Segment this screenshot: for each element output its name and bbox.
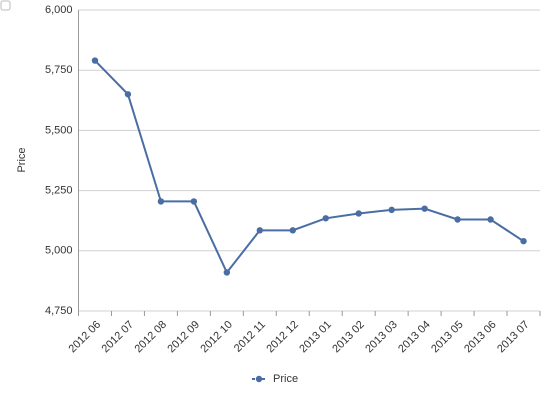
point [355, 210, 362, 217]
x-tick-label: 2012 10 [198, 319, 235, 356]
point [487, 216, 494, 223]
point [223, 269, 231, 276]
point [520, 237, 527, 245]
x-tick-label: 2013 05 [429, 319, 466, 356]
y-tick-label: 6,000 [45, 4, 73, 16]
point [421, 205, 428, 212]
point [289, 227, 296, 234]
point [256, 227, 264, 234]
x-tick-label: 2013 07 [495, 319, 532, 356]
point [454, 216, 461, 223]
point [322, 215, 329, 222]
point [157, 198, 165, 205]
x-tick-label: 2013 02 [330, 319, 367, 356]
x-tick-label: 2012 06 [67, 319, 104, 356]
x-tick-label: 2012 12 [264, 319, 301, 356]
y-tick-label: 5,750 [45, 64, 73, 76]
x-tick-label: 2012 07 [100, 319, 137, 356]
point [190, 198, 198, 205]
line [94, 59, 525, 275]
y-tick-label: 5,250 [45, 185, 73, 197]
point [388, 206, 395, 214]
x-tick-label: 2013 06 [462, 319, 499, 356]
y-axis-label: Price [16, 147, 28, 172]
x-tick-label: 2012 09 [165, 319, 202, 356]
y-tick-label: 4,750 [45, 305, 73, 317]
point [124, 91, 132, 98]
x-tick-label: 2012 11 [232, 319, 268, 355]
legend-marker [255, 375, 263, 383]
x-tick-label: 2013 04 [396, 319, 433, 356]
x-tick-label: 2013 01 [297, 319, 334, 356]
y-tick-label: 5,000 [45, 245, 73, 257]
x-tick-label: 2013 03 [363, 319, 400, 356]
legend-label: Price [273, 373, 298, 385]
checkbox-icon [0, 0, 11, 11]
y-tick-label: 5,500 [45, 124, 73, 136]
x-tick-label: 2012 08 [132, 319, 169, 356]
point [91, 57, 99, 64]
